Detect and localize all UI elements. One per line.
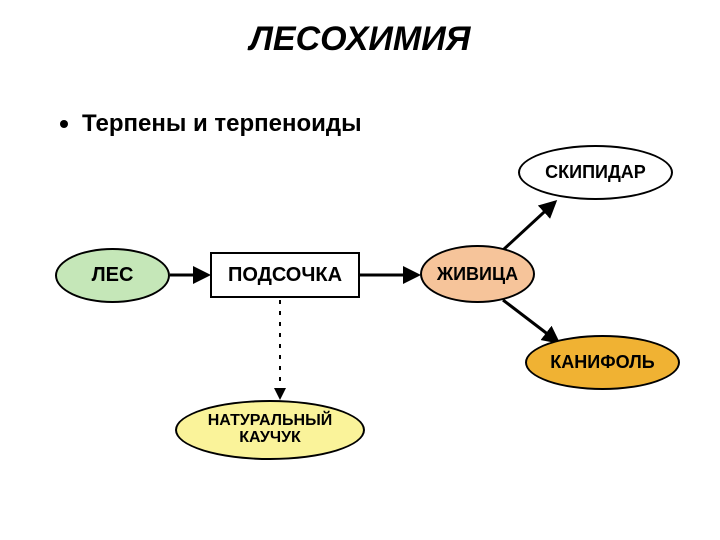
node-turpentine: СКИПИДАР [518, 145, 673, 200]
node-resin-label: ЖИВИЦА [437, 265, 518, 284]
node-resin: ЖИВИЦА [420, 245, 535, 303]
node-rubber-label: НАТУРАЛЬНЫЙ КАУЧУК [177, 413, 363, 447]
node-rubber: НАТУРАЛЬНЫЙ КАУЧУК [175, 400, 365, 460]
node-tapping: ПОДСОЧКА [210, 252, 360, 298]
diagram-stage: ЛЕСОХИМИЯ Терпены и терпеноиды ЛЕС ПОДСО… [0, 0, 720, 540]
node-turpentine-label: СКИПИДАР [545, 163, 646, 182]
edge-resin-rosin [503, 300, 558, 342]
node-forest: ЛЕС [55, 248, 170, 303]
node-rosin: КАНИФОЛЬ [525, 335, 680, 390]
edge-resin-turpentine [503, 202, 555, 250]
node-forest-label: ЛЕС [92, 265, 134, 286]
node-rosin-label: КАНИФОЛЬ [550, 353, 654, 372]
node-tapping-label: ПОДСОЧКА [228, 265, 342, 286]
